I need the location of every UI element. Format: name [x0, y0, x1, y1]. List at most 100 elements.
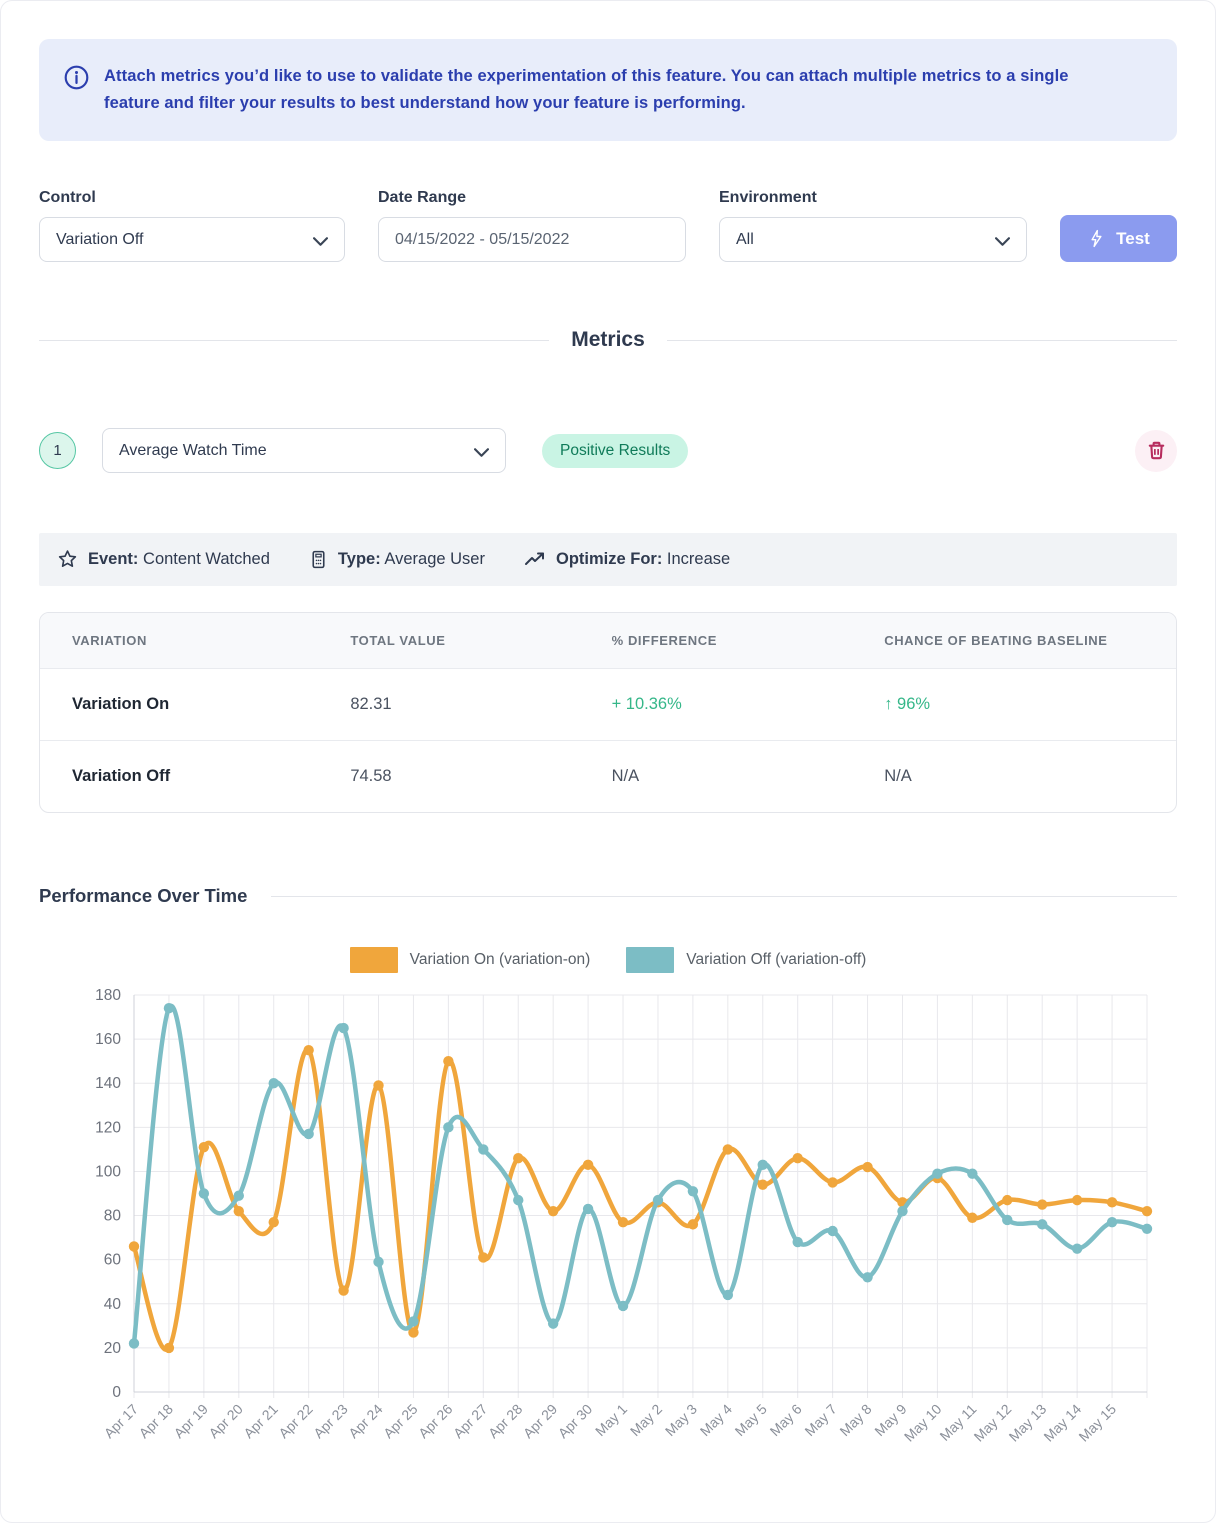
x-axis-label: Apr 26	[415, 1401, 456, 1442]
chevron-down-icon	[313, 237, 328, 246]
legend-swatch-orange	[350, 947, 398, 973]
delete-metric-button[interactable]	[1135, 430, 1177, 472]
col-chance: CHANCE OF BEATING BASELINE	[852, 613, 1176, 669]
chart-legend: Variation On (variation-on) Variation Of…	[39, 947, 1177, 973]
control-label: Control	[39, 189, 345, 207]
trending-up-icon	[523, 548, 547, 572]
x-axis-label: Apr 19	[171, 1401, 212, 1442]
performance-chart: 020406080100120140160180Apr 17Apr 18Apr …	[39, 979, 1179, 1484]
x-axis-label: May 15	[1075, 1401, 1119, 1445]
date-range-label: Date Range	[378, 189, 686, 207]
table-row: Variation On 82.31 + 10.36% ↑ 96%	[40, 669, 1176, 741]
x-axis-label: May 1	[592, 1401, 630, 1439]
x-axis-label: May 4	[697, 1401, 735, 1439]
legend-label: Variation On (variation-on)	[410, 951, 591, 969]
series-line-variation-off	[134, 1006, 1147, 1344]
experiment-metrics-panel: Attach metrics you’d like to use to vali…	[0, 0, 1216, 1523]
col-difference: % DIFFERENCE	[580, 613, 853, 669]
x-axis-label: Apr 22	[275, 1401, 316, 1442]
x-axis-label: May 14	[1040, 1401, 1084, 1445]
results-table-card: VARIATION TOTAL VALUE % DIFFERENCE CHANC…	[39, 612, 1177, 813]
x-axis-label: May 11	[936, 1401, 979, 1444]
star-icon	[56, 548, 79, 571]
environment-select[interactable]: All	[719, 217, 1027, 262]
svg-text:40: 40	[104, 1296, 122, 1313]
x-axis-label: Apr 25	[380, 1401, 421, 1442]
svg-text:180: 180	[95, 987, 121, 1004]
results-table: VARIATION TOTAL VALUE % DIFFERENCE CHANC…	[40, 613, 1176, 812]
x-axis-label: May 5	[732, 1401, 770, 1439]
table-header-row: VARIATION TOTAL VALUE % DIFFERENCE CHANC…	[40, 613, 1176, 669]
optimize-label: Optimize For:	[556, 550, 662, 568]
status-badge: Positive Results	[542, 434, 688, 468]
trash-icon	[1145, 439, 1168, 462]
chance-value: ↑ 96%	[852, 669, 1176, 741]
x-axis-label: May 3	[662, 1401, 700, 1439]
event-value: Content Watched	[143, 550, 270, 568]
x-axis-label: Apr 20	[205, 1401, 246, 1442]
controls-row: Control Variation Off Date Range Environ…	[39, 189, 1177, 262]
x-axis-label: Apr 30	[555, 1401, 596, 1442]
type-value: Average User	[384, 550, 485, 568]
x-axis-label: Apr 28	[485, 1401, 526, 1442]
x-axis-label: Apr 27	[450, 1401, 491, 1442]
legend-item-variation-off[interactable]: Variation Off (variation-off)	[626, 947, 866, 973]
control-field: Control Variation Off	[39, 189, 345, 262]
performance-title: Performance Over Time	[39, 885, 247, 907]
divider-line	[667, 340, 1177, 341]
metric-index-badge: 1	[39, 432, 76, 469]
x-axis-label: May 13	[1006, 1401, 1050, 1445]
metric-row: 1 Average Watch Time Positive Results	[39, 428, 1177, 473]
difference-value: N/A	[580, 741, 853, 813]
event-label: Event:	[88, 550, 138, 568]
info-banner-text: Attach metrics you’d like to use to vali…	[104, 63, 1107, 117]
svg-text:140: 140	[95, 1075, 121, 1092]
environment-select-value: All	[736, 231, 754, 249]
divider-line	[271, 896, 1177, 897]
metrics-section-title: Metrics	[571, 328, 645, 352]
metrics-divider: Metrics	[39, 328, 1177, 352]
test-button[interactable]: Test	[1060, 215, 1177, 262]
x-axis-label: May 7	[801, 1401, 839, 1439]
x-axis-label: Apr 21	[240, 1401, 281, 1442]
legend-label: Variation Off (variation-off)	[686, 951, 866, 969]
optimize-detail: Optimize For: Increase	[523, 548, 730, 572]
x-axis-label: May 12	[971, 1401, 1015, 1445]
x-axis-label: May 6	[767, 1401, 805, 1439]
divider-line	[39, 340, 549, 341]
x-axis-label: Apr 17	[101, 1401, 142, 1442]
test-button-label: Test	[1116, 229, 1150, 249]
x-axis-label: Apr 23	[310, 1401, 351, 1442]
chart-grid	[134, 995, 1147, 1398]
svg-text:80: 80	[104, 1208, 122, 1225]
type-label: Type:	[338, 550, 381, 568]
svg-text:100: 100	[95, 1163, 121, 1180]
type-detail: Type: Average User	[308, 549, 485, 570]
lightning-icon	[1087, 229, 1106, 248]
chevron-down-icon	[995, 237, 1010, 246]
date-range-field: Date Range	[378, 189, 686, 262]
svg-text:0: 0	[112, 1384, 121, 1401]
optimize-value: Increase	[667, 550, 730, 568]
metric-details-bar: Event: Content Watched Type: Average Use…	[39, 533, 1177, 586]
environment-label: Environment	[719, 189, 1027, 207]
calculator-icon	[308, 549, 329, 570]
legend-item-variation-on[interactable]: Variation On (variation-on)	[350, 947, 591, 973]
svg-text:20: 20	[104, 1340, 122, 1357]
x-axis-label: May 10	[901, 1401, 945, 1445]
info-banner: Attach metrics you’d like to use to vali…	[39, 39, 1177, 141]
variation-name: Variation On	[40, 669, 318, 741]
performance-header: Performance Over Time	[39, 885, 1177, 907]
table-row: Variation Off 74.58 N/A N/A	[40, 741, 1176, 813]
date-range-input[interactable]	[378, 217, 686, 262]
variation-name: Variation Off	[40, 741, 318, 813]
chevron-down-icon	[474, 448, 489, 457]
x-axis-label: Apr 29	[520, 1401, 561, 1442]
legend-swatch-teal	[626, 947, 674, 973]
metric-select[interactable]: Average Watch Time	[102, 428, 506, 473]
event-detail: Event: Content Watched	[56, 548, 270, 571]
x-axis-label: May 2	[627, 1401, 665, 1439]
chance-value: N/A	[852, 741, 1176, 813]
metric-select-value: Average Watch Time	[119, 442, 267, 460]
control-select[interactable]: Variation Off	[39, 217, 345, 262]
